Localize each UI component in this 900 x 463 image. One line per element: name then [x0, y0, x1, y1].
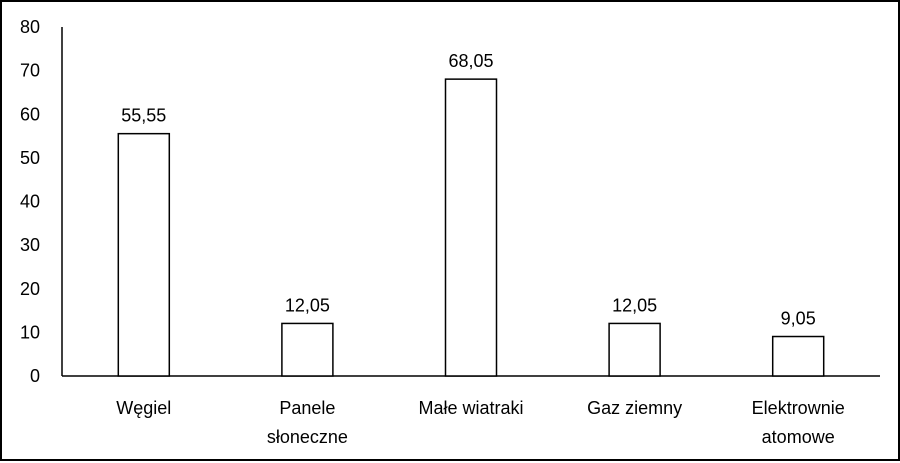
y-tick-label: 80 [20, 17, 40, 37]
x-category-label: Panele [279, 398, 335, 418]
bar-value-label: 12,05 [612, 295, 657, 315]
bar [444, 78, 498, 377]
x-category-label: słoneczne [267, 427, 348, 447]
x-category-label: atomowe [762, 427, 835, 447]
y-tick-label: 10 [20, 322, 40, 342]
bar-value-label: 9,05 [781, 309, 816, 329]
bar-value-label: 12,05 [285, 295, 330, 315]
bar-value-label: 55,55 [121, 106, 166, 126]
y-tick-label: 50 [20, 148, 40, 168]
y-tick-label: 30 [20, 235, 40, 255]
y-tick-label: 60 [20, 104, 40, 124]
y-tick-label: 20 [20, 279, 40, 299]
bar [771, 335, 825, 377]
bar [281, 322, 334, 377]
bar [117, 132, 171, 377]
x-category-label: Gaz ziemny [587, 398, 682, 418]
x-category-label: Małe wiatraki [418, 398, 523, 418]
x-category-label: Węgiel [116, 398, 171, 418]
y-tick-label: 0 [30, 366, 40, 386]
y-tick-label: 70 [20, 61, 40, 81]
bar [608, 322, 661, 377]
bar-value-label: 68,05 [448, 51, 493, 71]
y-tick-label: 40 [20, 192, 40, 212]
x-category-label: Elektrownie [752, 398, 845, 418]
